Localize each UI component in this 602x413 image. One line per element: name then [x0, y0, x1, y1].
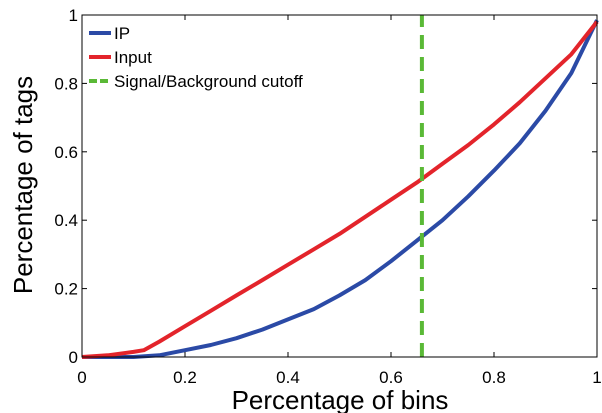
x-axis-label: Percentage of bins — [232, 385, 449, 413]
x-tick-label: 0.8 — [482, 368, 506, 387]
y-tick-label: 1 — [69, 6, 78, 25]
x-tick-label: 1 — [592, 368, 601, 387]
y-tick-label: 0.6 — [54, 143, 78, 162]
y-tick-label: 0.2 — [54, 280, 78, 299]
series-layer — [81, 15, 599, 359]
legend-label: Signal/Background cutoff — [114, 72, 303, 91]
y-tick-label: 0 — [69, 348, 78, 367]
legend-label: Input — [114, 48, 152, 67]
y-axis-label: Percentage of tags — [8, 76, 38, 294]
ticks-layer: 00 0.2 0.2 0.4 0.4 0.6 0.6 0.8 0.8 1 1 — [54, 6, 601, 387]
y-tick-label: 0.4 — [54, 211, 78, 230]
x-tick-label: 0.6 — [379, 368, 403, 387]
x-tick-label: 0 — [77, 368, 86, 387]
series-line-input — [81, 20, 599, 359]
x-tick-label: 0.2 — [173, 368, 197, 387]
x-tick-label: 0.4 — [276, 368, 300, 387]
series-line-ip — [82, 19, 599, 359]
legend: IP Input Signal/Background cutoff — [89, 24, 303, 91]
plot-frame — [81, 14, 598, 358]
legend-label: IP — [114, 24, 130, 43]
y-tick-label: 0.8 — [54, 74, 78, 93]
